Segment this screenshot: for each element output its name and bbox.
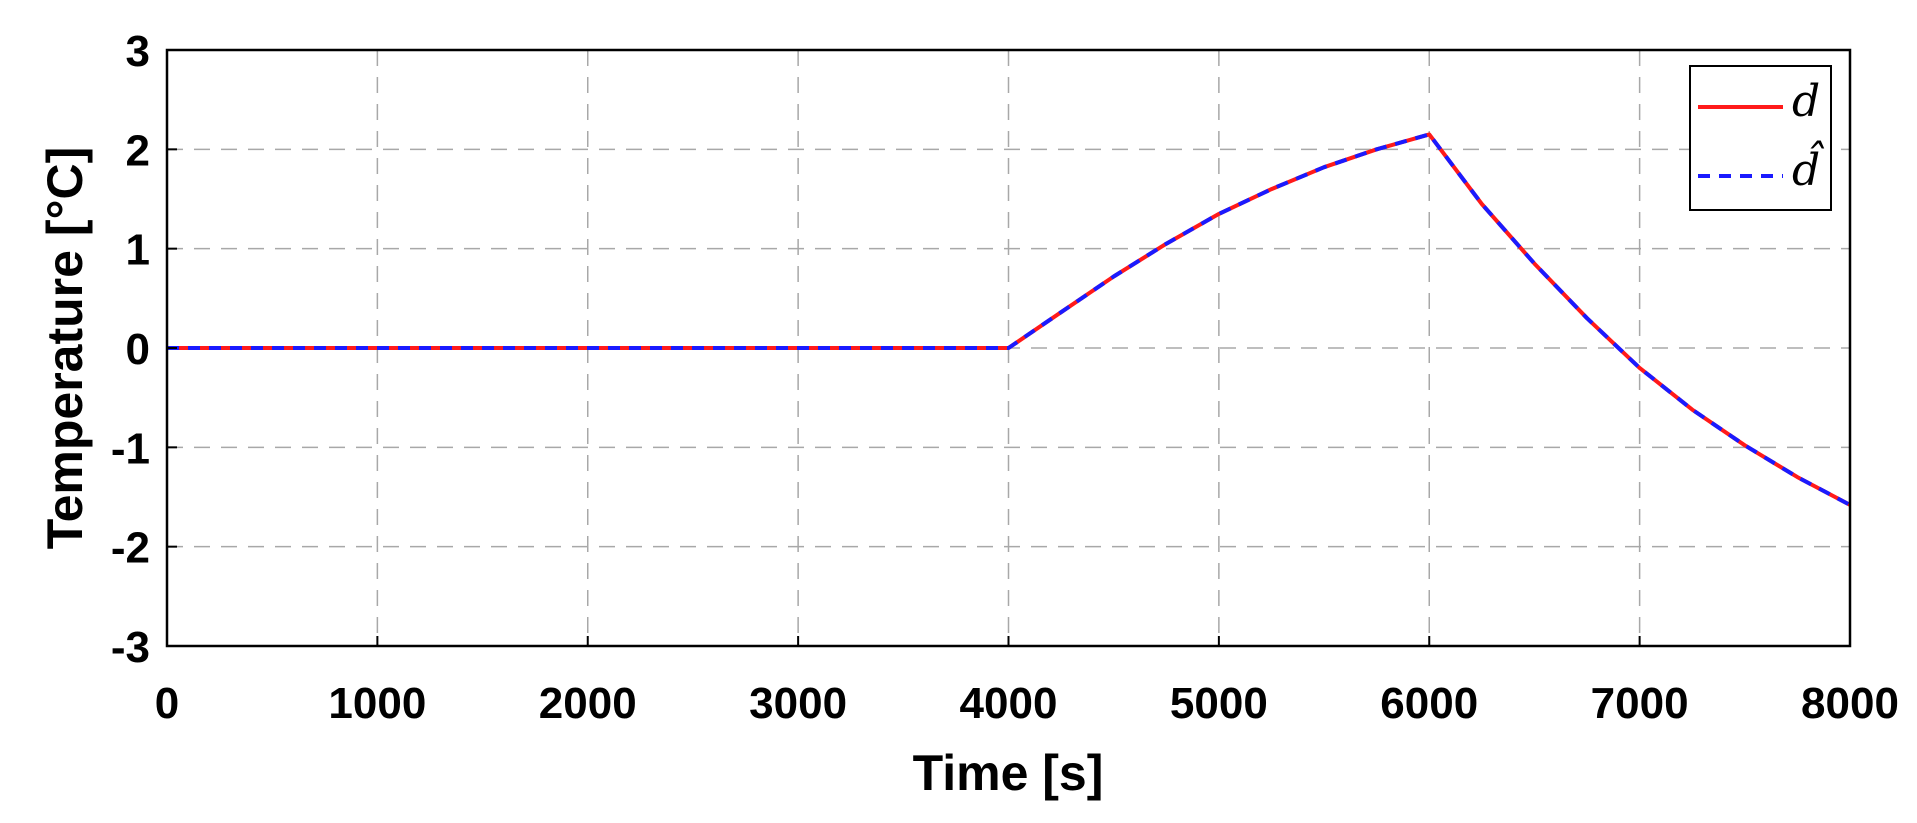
y-axis-label: Temperature [°C] bbox=[37, 147, 93, 549]
y-tick-label: 0 bbox=[126, 325, 150, 374]
x-axis-label: Time [s] bbox=[913, 745, 1104, 801]
series-line-d-hat bbox=[167, 132, 1851, 507]
x-tick-label: 2000 bbox=[539, 679, 637, 728]
x-tick-label: 8000 bbox=[1801, 679, 1899, 728]
y-tick-label: -3 bbox=[111, 623, 150, 672]
x-tick-label: 6000 bbox=[1380, 679, 1478, 728]
legend-label-d: d bbox=[1792, 76, 1820, 127]
legend: d d̂ bbox=[1689, 65, 1832, 211]
y-tick-label: -1 bbox=[111, 424, 150, 473]
legend-box bbox=[1689, 65, 1832, 211]
x-tick-label: 3000 bbox=[749, 679, 847, 728]
y-tick-label: 1 bbox=[126, 226, 150, 275]
y-axis-ticks: -3 -2 -1 0 1 2 3 bbox=[111, 27, 177, 672]
x-tick-label: 5000 bbox=[1170, 679, 1268, 728]
x-tick-label: 7000 bbox=[1591, 679, 1689, 728]
y-tick-label: 3 bbox=[126, 27, 150, 76]
y-tick-label: -2 bbox=[111, 524, 150, 573]
legend-label-d-hat: d̂ bbox=[1792, 138, 1824, 196]
x-axis-ticks: 0 1000 2000 3000 4000 5000 6000 7000 8000 bbox=[155, 636, 1899, 728]
x-tick-label: 4000 bbox=[960, 679, 1058, 728]
x-tick-label: 0 bbox=[155, 679, 179, 728]
y-tick-label: 2 bbox=[126, 126, 150, 175]
x-tick-label: 1000 bbox=[328, 679, 426, 728]
series-layer bbox=[167, 132, 1851, 507]
